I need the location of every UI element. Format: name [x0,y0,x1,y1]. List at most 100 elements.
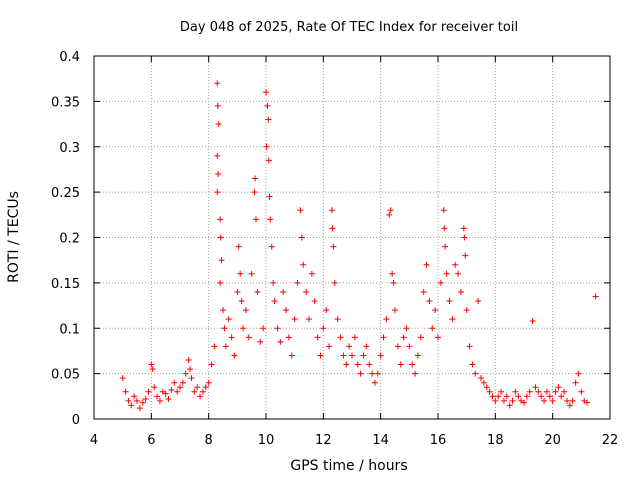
data-point [526,388,533,395]
data-point [314,334,321,341]
data-point [179,379,186,386]
data-point [446,298,453,305]
data-point [242,307,249,314]
data-point [238,298,245,305]
data-point [354,361,361,368]
data-points [119,80,599,412]
data-point [148,361,155,368]
data-point [252,175,259,182]
data-point [323,307,330,314]
data-point [392,307,398,314]
x-tick-label: 8 [205,433,213,448]
data-point [131,393,138,400]
data-point [462,252,469,259]
data-point [222,343,229,350]
data-point [125,397,132,404]
data-point [221,325,228,332]
data-point [535,388,542,395]
data-point [235,243,242,250]
data-point [389,270,396,277]
data-point [182,370,189,377]
chart-title: Day 048 of 2025, Rate Of TEC Index for r… [180,20,518,35]
data-point [340,352,347,359]
y-tick-label: 0.05 [51,368,80,383]
data-point [245,334,252,341]
y-tick-label: 0.4 [59,50,80,65]
data-point [330,243,337,250]
data-point [119,375,126,382]
data-point [136,405,143,412]
data-point [264,102,271,109]
data-point [263,143,270,150]
x-tick-label: 18 [487,433,504,448]
data-point [483,384,490,391]
data-point [328,207,335,214]
data-point [351,334,358,341]
data-point [228,334,235,341]
x-tick-label: 14 [372,433,389,448]
data-point [191,388,198,395]
data-point [558,393,565,400]
data-point [231,352,238,359]
data-point [371,379,378,386]
x-tick-label: 12 [315,433,332,448]
data-point [214,102,221,109]
data-point [277,338,284,345]
y-tick-label: 0 [72,413,80,428]
data-point [154,393,161,400]
data-point [529,317,536,324]
data-point [443,270,450,277]
data-point [549,397,556,404]
data-point [383,316,390,323]
data-point [489,393,496,400]
data-point [187,366,194,373]
data-point [343,361,350,368]
data-point [478,375,484,382]
data-point [268,243,275,250]
x-tick-label: 22 [602,433,619,448]
data-point [270,279,277,286]
data-point [283,307,290,314]
data-point [257,338,264,345]
data-point [162,390,169,397]
data-point [151,384,158,391]
data-point [532,384,539,391]
data-point [437,279,444,286]
data-point [145,388,152,395]
data-point [515,393,522,400]
data-point [543,388,550,395]
data-point [475,298,482,305]
data-point [334,316,341,323]
data-point [492,397,499,404]
data-point [387,207,394,214]
data-point [214,189,221,196]
y-tick-label: 0.35 [51,95,80,110]
data-point [220,307,226,314]
data-point [426,298,433,305]
data-point [469,361,476,368]
data-point [360,352,367,359]
data-point [374,370,381,377]
data-point [449,316,456,323]
x-tick-label: 16 [430,433,447,448]
data-point [263,89,269,96]
data-point [420,288,427,295]
data-point [306,316,312,323]
data-point [251,189,258,196]
data-point [417,334,424,341]
data-point [271,298,278,305]
data-point [480,379,487,386]
data-point [452,261,459,268]
data-point [394,343,401,350]
data-point [303,288,310,295]
data-point [512,388,519,395]
data-point [441,225,448,232]
data-point [337,334,344,341]
data-point [171,379,178,386]
data-point [521,399,527,406]
data-point [288,352,295,359]
data-point [331,279,338,286]
data-point [297,207,304,214]
data-point [217,279,224,286]
data-point [403,325,410,332]
